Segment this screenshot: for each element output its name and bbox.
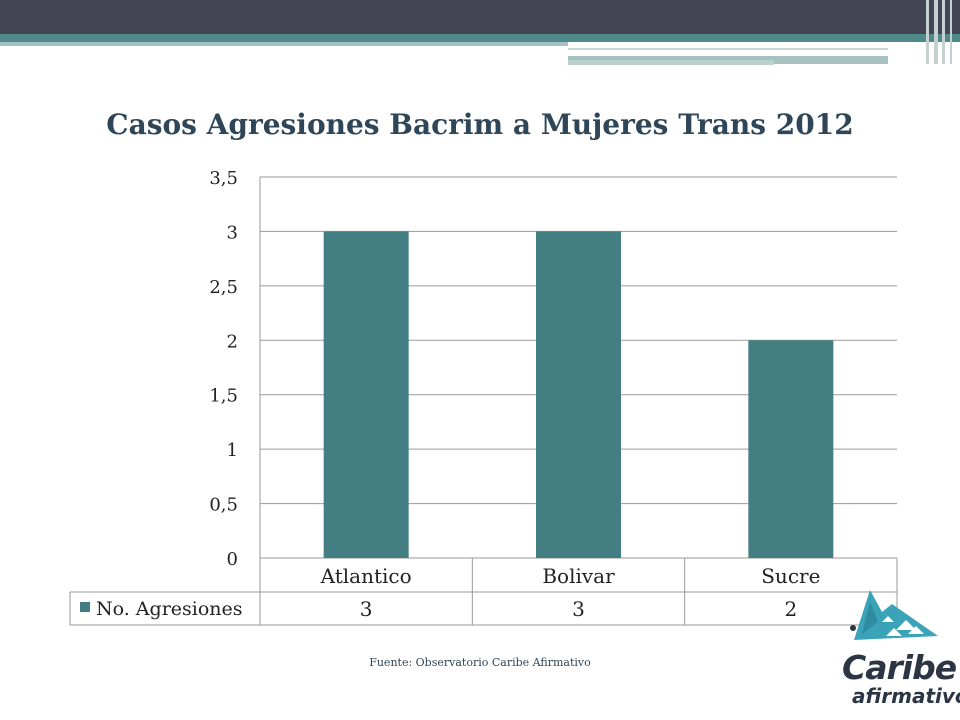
decorative-line [568, 48, 888, 50]
bar [323, 231, 409, 558]
x-category-label: Sucre [761, 564, 820, 588]
source-note: Fuente: Observatorio Caribe Afirmativo [369, 656, 591, 669]
y-tick-label: 2 [227, 331, 238, 352]
x-category-label: Atlantico [320, 564, 412, 588]
data-table-value: 3 [572, 597, 585, 621]
y-tick-label: 3 [227, 222, 238, 243]
logo-wordmark: Caribe [842, 648, 957, 687]
decorative-vertical-line [942, 0, 945, 64]
header-bar [0, 0, 960, 34]
y-tick-label: 1,5 [209, 386, 238, 407]
y-tick-label: 0,5 [209, 495, 238, 516]
bar [536, 231, 621, 558]
legend-swatch [80, 602, 90, 612]
decorative-vertical-line [934, 0, 938, 64]
y-tick-label: 0 [227, 549, 238, 570]
chart-title: Casos Agresiones Bacrim a Mujeres Trans … [106, 108, 854, 141]
y-tick-label: 3,5 [209, 168, 238, 189]
decorative-vertical-line [950, 0, 952, 64]
header-light-band [0, 42, 568, 46]
data-table-value: 3 [360, 597, 373, 621]
header-accent-stripe [0, 34, 960, 42]
bar [748, 340, 834, 558]
caribe-afirmativo-logo-icon [850, 590, 938, 640]
y-tick-label: 2,5 [209, 277, 238, 298]
decorative-vertical-line [926, 0, 929, 64]
x-category-label: Bolivar [542, 564, 615, 588]
legend-label: No. Agresiones [96, 598, 243, 620]
logo-wordmark-sub: afirmativo [852, 684, 960, 708]
data-table-value: 2 [784, 597, 797, 621]
decorative-line [568, 60, 774, 65]
y-tick-label: 1 [227, 440, 238, 461]
